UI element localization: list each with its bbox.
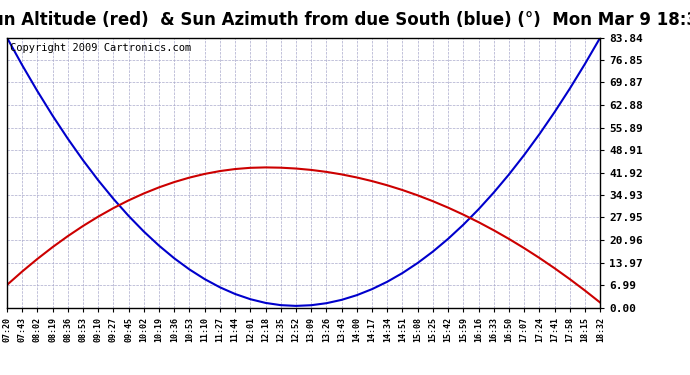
- Text: Copyright 2009 Cartronics.com: Copyright 2009 Cartronics.com: [10, 43, 191, 53]
- Text: Sun Altitude (red)  & Sun Azimuth from due South (blue) (°)  Mon Mar 9 18:38: Sun Altitude (red) & Sun Azimuth from du…: [0, 11, 690, 29]
